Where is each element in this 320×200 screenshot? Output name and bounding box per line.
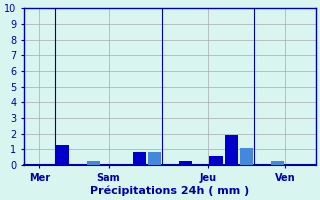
X-axis label: Précipitations 24h ( mm ): Précipitations 24h ( mm ) xyxy=(90,185,250,196)
Bar xyxy=(148,152,161,165)
Bar xyxy=(225,135,238,165)
Bar xyxy=(271,161,284,165)
Bar xyxy=(210,156,222,165)
Bar xyxy=(87,161,100,165)
Bar xyxy=(240,148,253,165)
Bar xyxy=(179,161,192,165)
Bar xyxy=(56,145,69,165)
Bar xyxy=(133,152,146,165)
